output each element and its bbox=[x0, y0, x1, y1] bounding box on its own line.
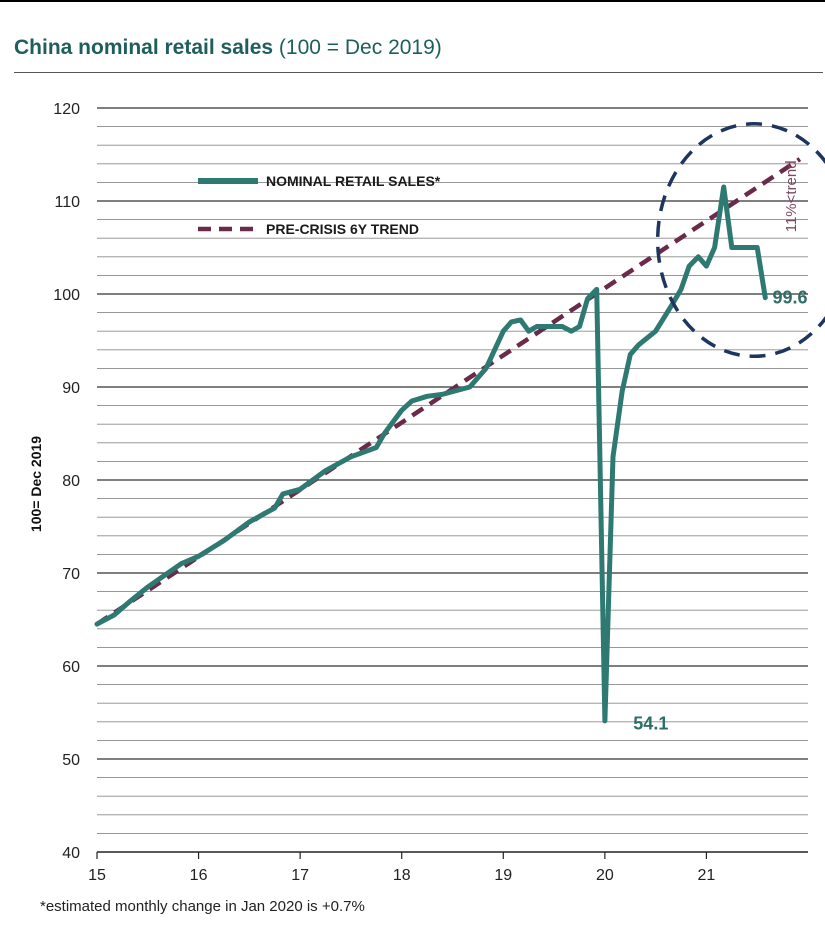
legend-label-trend: PRE-CRISIS 6Y TREND bbox=[266, 221, 419, 237]
y-tick-label: 60 bbox=[62, 659, 80, 676]
y-tick-label: 90 bbox=[62, 380, 80, 397]
legend: NOMINAL RETAIL SALES* PRE-CRISIS 6Y TREN… bbox=[198, 173, 441, 237]
annotation-latest: 99.6 bbox=[772, 288, 807, 308]
y-tick-label: 80 bbox=[62, 473, 80, 490]
footnote: *estimated monthly change in Jan 2020 is… bbox=[40, 898, 365, 915]
x-axis-ticks: 15 16 17 18 19 20 21 bbox=[88, 852, 715, 884]
chart-title: China nominal retail sales (100 = Dec 20… bbox=[14, 36, 442, 60]
highlight-circle bbox=[655, 122, 825, 359]
annotation-gap: 11%<trend bbox=[783, 160, 800, 232]
x-tick-label: 19 bbox=[494, 867, 512, 884]
y-tick-label: 40 bbox=[62, 845, 80, 862]
x-tick-label: 20 bbox=[596, 867, 614, 884]
x-tick-label: 15 bbox=[88, 867, 106, 884]
chart-title-suffix: (100 = Dec 2019) bbox=[273, 36, 442, 59]
annotation-low: 54.1 bbox=[633, 714, 668, 734]
y-axis-ticks: 40 50 60 70 80 90 100 110 120 bbox=[53, 101, 80, 862]
chart-title-main: China nominal retail sales bbox=[14, 36, 274, 59]
series-lines bbox=[94, 157, 802, 724]
x-tick-label: 18 bbox=[393, 867, 411, 884]
y-axis-label: 100= Dec 2019 bbox=[28, 436, 44, 532]
y-tick-label: 50 bbox=[62, 752, 80, 769]
y-tick-label: 70 bbox=[62, 566, 80, 583]
title-rule bbox=[14, 72, 823, 73]
x-tick-label: 21 bbox=[698, 867, 716, 884]
top-rule bbox=[0, 0, 825, 2]
annotations: 54.1 99.6 11%<trend bbox=[633, 160, 807, 733]
y-tick-label: 110 bbox=[54, 194, 80, 211]
gridlines bbox=[97, 107, 808, 834]
y-tick-label: 100 bbox=[53, 287, 80, 304]
x-tick-label: 16 bbox=[190, 867, 208, 884]
series-nominal-retail-sales bbox=[94, 184, 768, 724]
legend-label-sales: NOMINAL RETAIL SALES* bbox=[266, 173, 441, 189]
x-tick-label: 17 bbox=[291, 867, 309, 884]
y-tick-label: 120 bbox=[53, 101, 80, 118]
dashed-highlight-ellipse bbox=[655, 122, 825, 359]
